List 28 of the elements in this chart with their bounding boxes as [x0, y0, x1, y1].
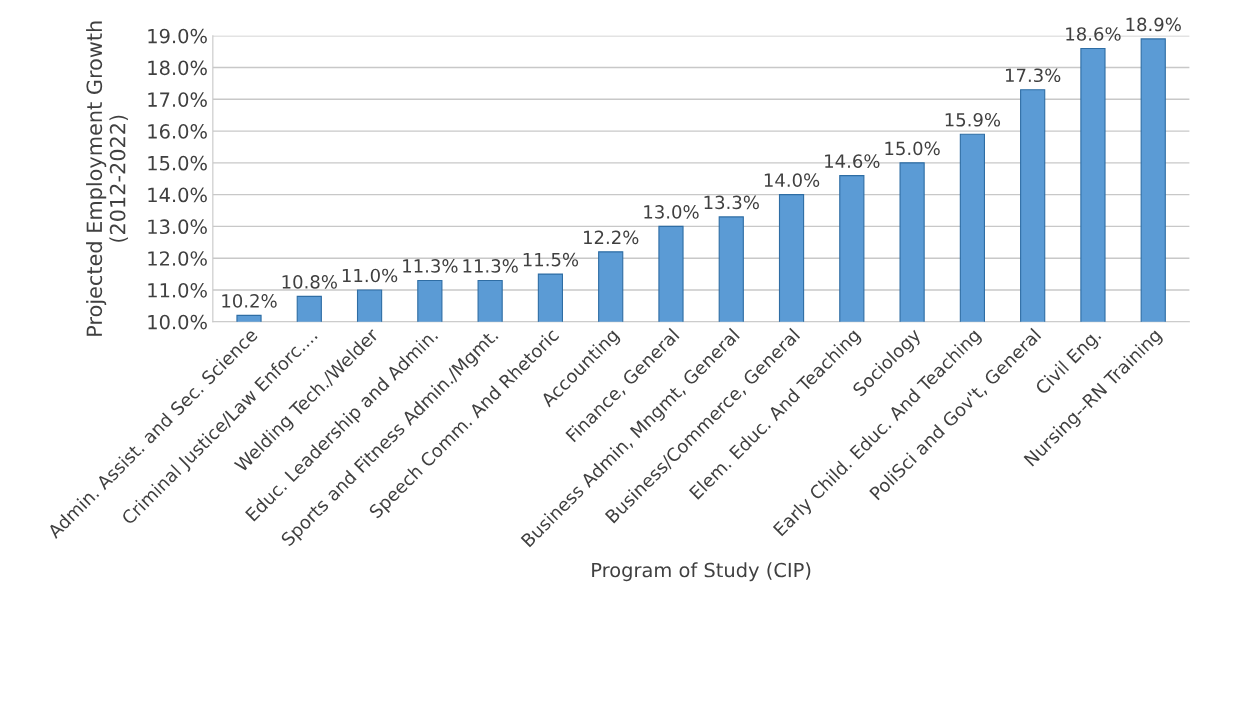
data-label: 12.2% — [584, 230, 639, 245]
y-tick-label: 19.0% — [148, 28, 207, 44]
y-tick-label: 11.0% — [148, 282, 207, 298]
data-label: 13.0% — [644, 205, 699, 219]
data-label: 18.9% — [1126, 17, 1181, 32]
data-label: 11.5% — [523, 252, 579, 267]
data-label: 11.0% — [342, 268, 398, 283]
y-tick-label: 12.0% — [148, 251, 207, 266]
data-label: 15.9% — [945, 112, 1001, 127]
y-tick-label: 13.0% — [148, 219, 207, 235]
y-tick-label: 16.0% — [148, 124, 207, 139]
y-tick-label: 18.0% — [148, 60, 207, 76]
y-tick-label: 17.0% — [148, 92, 207, 107]
data-label: 10.2% — [222, 294, 277, 308]
y-tick-label: 15.0% — [148, 155, 207, 171]
y-axis-title: Projected Employment Growth (2012-2022) — [86, 21, 128, 336]
data-label: 11.3% — [403, 259, 458, 273]
data-label: 17.3% — [1005, 68, 1061, 83]
data-label: 15.0% — [885, 141, 940, 156]
y-tick-label: 10.0% — [148, 314, 207, 330]
data-label: 11.3% — [463, 259, 518, 273]
y-tick-label: 14.0% — [148, 187, 207, 203]
data-label: 14.6% — [825, 154, 880, 168]
data-label: 13.3% — [704, 195, 759, 210]
data-label: 18.6% — [1066, 27, 1121, 41]
x-axis-title: Program of Study (CIP) — [592, 562, 811, 582]
data-label: 14.0% — [764, 173, 820, 187]
data-label: 10.8% — [282, 275, 337, 289]
